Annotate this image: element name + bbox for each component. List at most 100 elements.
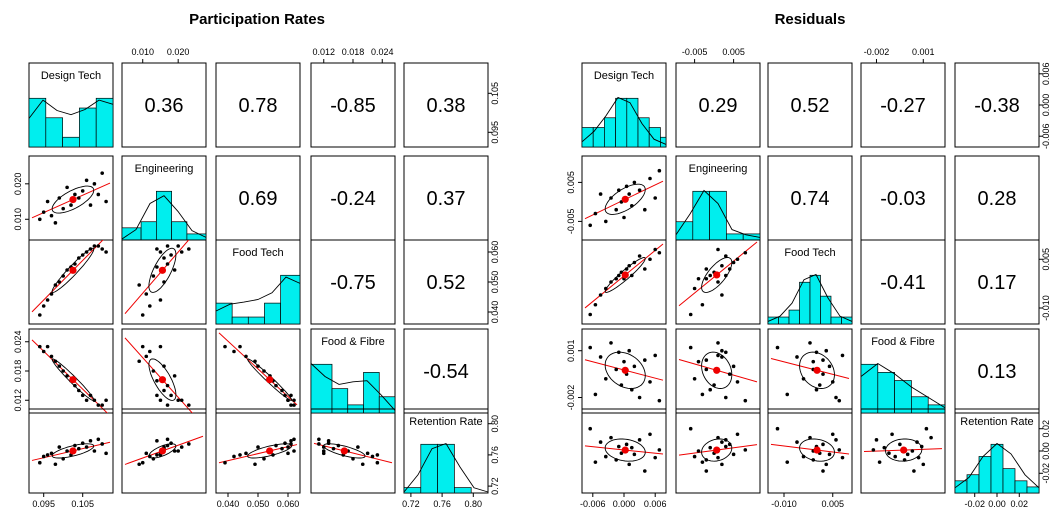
scatter-point: [637, 438, 642, 442]
scatter-point: [158, 344, 163, 349]
y-tick-label: 0.050: [490, 271, 500, 294]
histogram-bar: [637, 117, 650, 148]
scatter-point: [336, 443, 341, 448]
density-curve: [215, 276, 301, 312]
pairs-plot-2: Residuals Design Tech 0.29 0.52 -0.27 -0.38 En…: [566, 11, 1051, 509]
scatter-point: [830, 380, 835, 384]
x-tick-label: 0.050: [247, 499, 270, 509]
y-tick-label: 0.00: [1041, 442, 1051, 460]
scatter-point: [321, 451, 326, 456]
x-tick-label: 0.005: [722, 47, 745, 57]
scatter-point: [653, 196, 657, 200]
x-tick-label: 0.095: [32, 499, 55, 509]
scatter-point: [704, 276, 709, 281]
y-tick-label: -0.010: [1041, 295, 1051, 321]
scatter-point: [292, 403, 296, 407]
panel-r5-c1: [581, 408, 667, 494]
x-tick-label: 0.012: [312, 47, 335, 57]
scatter-point: [65, 268, 69, 272]
scatter-point: [827, 452, 832, 457]
scatter-point: [158, 398, 163, 403]
histogram-bar: [877, 372, 895, 414]
regression-line: [218, 332, 298, 406]
scatter-point: [916, 455, 921, 460]
panel-r5-c3: [215, 408, 301, 494]
scatter-point: [187, 247, 191, 251]
scatter-point: [604, 454, 608, 459]
panel-r3-c5: 0.17: [954, 239, 1040, 325]
x-tick-label: -0.02: [964, 499, 985, 509]
scatter-point: [716, 280, 720, 284]
scatter-point: [604, 377, 608, 381]
y-tick-label: 0.095: [490, 121, 500, 144]
scatter-point: [244, 451, 248, 456]
correlation-value: 0.74: [791, 188, 830, 210]
histogram-bar: [615, 97, 628, 148]
scatter-point: [624, 184, 629, 189]
density-curve: [581, 96, 667, 145]
scatter-point: [41, 210, 46, 214]
panel-r3-c3: Food Tech: [215, 239, 301, 325]
scatter-point: [874, 438, 879, 442]
scatter-point: [92, 398, 97, 403]
scatter-point: [630, 445, 634, 450]
scatter-point: [919, 444, 924, 449]
scatter-point: [292, 449, 296, 453]
scatter-point: [657, 448, 662, 452]
correlation-value: 0.52: [791, 95, 830, 117]
correlation-value: 0.52: [427, 272, 466, 294]
scatter-point: [158, 250, 163, 254]
scatter-point: [700, 302, 705, 307]
scatter-point: [837, 398, 842, 403]
panel-frame: [675, 62, 761, 148]
y-tick-label: 0.80: [490, 415, 500, 433]
scatter-point: [179, 445, 184, 449]
scatter-point: [155, 439, 159, 443]
histogram-bar: [264, 302, 281, 325]
regression-line: [770, 358, 850, 379]
scatter-point: [289, 439, 293, 443]
scatter-point: [326, 439, 331, 443]
scatter-point: [624, 442, 629, 447]
mean-point: [69, 195, 77, 204]
scatter-point: [727, 442, 732, 447]
correlation-ellipse: [799, 351, 835, 389]
correlation-ellipse: [247, 443, 293, 459]
scatter-point: [614, 458, 618, 462]
panel-r2-c5: 0.37: [403, 155, 489, 241]
panel-r1-c2: 0.36: [121, 62, 207, 148]
chart-title: Participation Rates: [189, 11, 325, 28]
scatter-point: [88, 393, 93, 398]
scatter-point: [274, 383, 278, 388]
scatter-point: [653, 247, 657, 252]
scatter-point: [617, 444, 621, 449]
scatter-point: [627, 263, 631, 268]
panel-frame: [767, 62, 853, 148]
scatter-point: [720, 355, 724, 359]
scatter-point: [53, 462, 58, 467]
scatter-point: [84, 445, 89, 449]
scatter-point: [614, 367, 618, 372]
scatter-point: [65, 374, 69, 378]
scatter-point: [280, 388, 284, 393]
density-curve: [675, 189, 761, 238]
correlation-value: 0.38: [427, 95, 466, 117]
scatter-point: [657, 250, 662, 255]
scatter-point: [331, 446, 336, 451]
mean-point: [158, 376, 167, 384]
scatter-point: [588, 312, 592, 317]
correlation-ellipse: [885, 438, 923, 462]
histogram-bar: [62, 136, 80, 148]
histogram-bar: [860, 363, 879, 414]
variable-label: Retention Rate: [409, 416, 482, 428]
scatter-point: [365, 451, 370, 456]
scatter-point: [151, 274, 156, 278]
scatter-point: [648, 257, 652, 262]
scatter-point: [834, 438, 838, 442]
scatter-point: [172, 268, 177, 272]
scatter-point: [96, 403, 101, 407]
scatter-point: [49, 451, 54, 456]
histogram-bar: [911, 396, 929, 414]
scatter-point: [92, 182, 97, 186]
scatter-point: [45, 344, 50, 349]
